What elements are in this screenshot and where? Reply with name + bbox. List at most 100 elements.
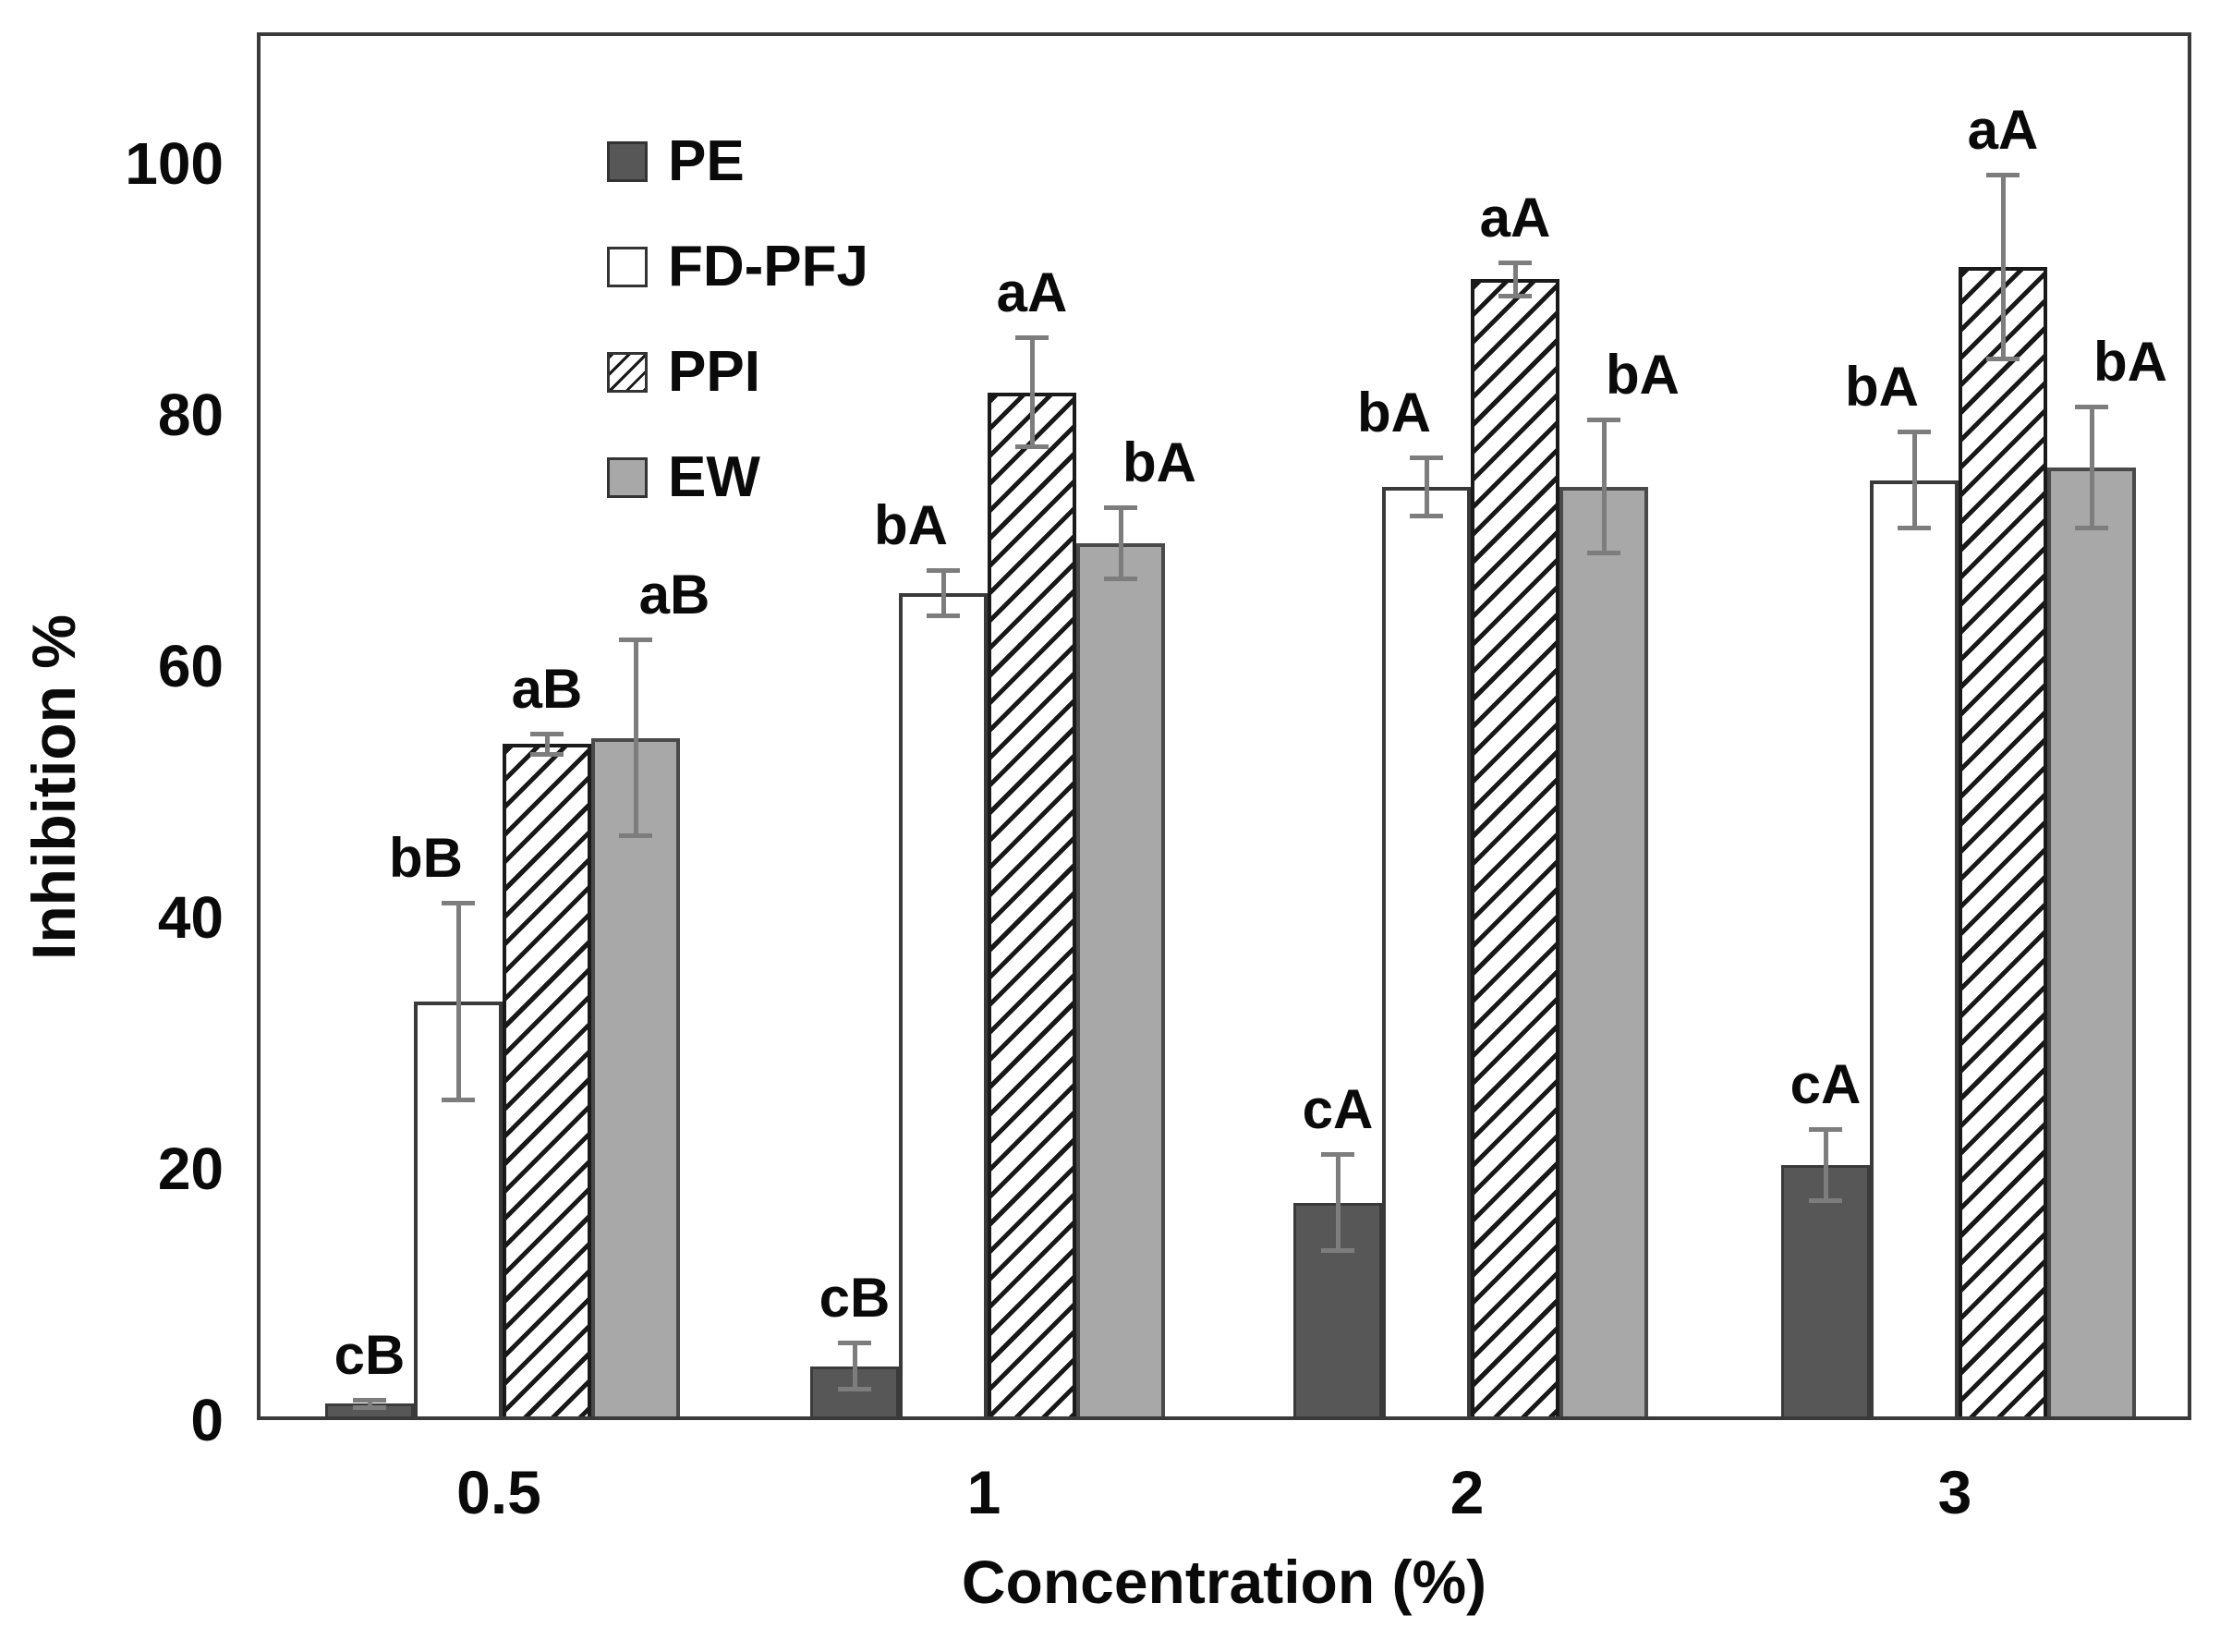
error-cap-top-pe-3	[1809, 1127, 1842, 1133]
error-cap-bottom-ew-0.5	[619, 833, 652, 839]
error-cap-bottom-fd-pfj-2	[1410, 513, 1443, 518]
error-bar-ew-2	[1601, 417, 1607, 556]
legend-label-ew: EW	[668, 445, 760, 509]
error-bar-ew-1	[1118, 505, 1123, 581]
bar-ppi-2	[1471, 279, 1559, 1416]
error-cap-bottom-pe-1	[838, 1386, 871, 1391]
error-cap-bottom-fd-pfj-1	[927, 613, 960, 619]
bar-fd-pfj-2	[1382, 486, 1471, 1416]
sig-label-ppi-3: aA	[1967, 98, 2039, 161]
sig-label-ppi-1: aA	[996, 261, 1068, 324]
error-cap-bottom-ew-3	[2075, 526, 2108, 531]
error-cap-bottom-pe-2	[1321, 1248, 1354, 1254]
y-tick-label-60: 60	[157, 633, 224, 699]
error-cap-bottom-ew-2	[1587, 551, 1620, 556]
error-cap-top-ew-0.5	[619, 637, 652, 642]
error-cap-top-ew-2	[1587, 417, 1620, 422]
error-cap-top-fd-pfj-1	[927, 568, 960, 573]
sig-label-ew-0.5: aB	[638, 563, 710, 626]
y-tick-label-20: 20	[157, 1136, 224, 1202]
error-bar-fd-pfj-2	[1424, 455, 1429, 518]
error-bar-pe-0.5	[367, 1397, 372, 1411]
legend-label-ppi: PPI	[668, 340, 760, 404]
legend: PE FD-PFJ PPI EW	[607, 133, 868, 561]
error-cap-top-pe-1	[838, 1341, 871, 1346]
x-tick-label-1: 1	[966, 1458, 1001, 1526]
error-cap-bottom-ppi-0.5	[530, 752, 564, 757]
sig-label-pe-0.5: cB	[334, 1323, 406, 1386]
sig-label-fd-pfj-0.5: bB	[389, 827, 463, 890]
legend-label-fd-pfj: FD-PFJ	[668, 235, 868, 298]
sig-label-fd-pfj-1: bA	[874, 494, 948, 556]
error-cap-bottom-ppi-2	[1498, 293, 1532, 298]
error-bar-ew-0.5	[633, 637, 638, 839]
sig-label-pe-1: cB	[819, 1267, 891, 1330]
error-cap-top-fd-pfj-2	[1410, 455, 1443, 460]
y-tick-label-40: 40	[157, 884, 224, 951]
sig-label-ppi-0.5: aB	[511, 657, 583, 720]
legend-item-fd-pfj: FD-PFJ	[607, 238, 868, 296]
sig-label-ew-2: bA	[1606, 343, 1680, 406]
bar-fd-pfj-3	[1870, 480, 1959, 1416]
bar-fd-pfj-1	[899, 593, 988, 1416]
sig-label-pe-3: cA	[1789, 1053, 1862, 1116]
x-axis-title: Concentration (%)	[961, 1548, 1487, 1616]
error-cap-top-fd-pfj-0.5	[442, 901, 475, 906]
sig-label-ppi-2: aA	[1479, 186, 1551, 249]
error-cap-top-ppi-1	[1015, 335, 1049, 341]
error-bar-pe-1	[852, 1341, 857, 1391]
error-bar-ew-3	[2089, 405, 2094, 531]
sig-label-fd-pfj-3: bA	[1845, 356, 1919, 419]
ew-swatch-icon	[607, 457, 648, 498]
sig-label-pe-2: cA	[1302, 1078, 1374, 1141]
sig-label-ew-3: bA	[2093, 331, 2167, 394]
error-bar-fd-pfj-1	[940, 568, 946, 619]
error-cap-top-ew-3	[2075, 405, 2108, 410]
error-cap-top-pe-2	[1321, 1152, 1354, 1158]
x-tick-label-3: 3	[1937, 1458, 1972, 1526]
bar-ew-2	[1559, 486, 1648, 1416]
error-bar-ppi-0.5	[544, 731, 550, 757]
error-cap-bottom-fd-pfj-0.5	[442, 1098, 475, 1102]
fd-pfj-swatch-icon	[607, 247, 648, 287]
bar-pe-3	[1781, 1165, 1870, 1416]
sig-label-ew-1: bA	[1122, 431, 1196, 493]
bar-ew-1	[1076, 542, 1165, 1416]
error-bar-fd-pfj-0.5	[455, 901, 461, 1102]
bar-ew-3	[2047, 468, 2136, 1416]
error-bar-pe-2	[1335, 1152, 1340, 1254]
error-bar-fd-pfj-3	[1911, 430, 1917, 531]
plot-area: cB cB cA cA bB bA bA bA aB aA aA aA aB bA bA bA	[261, 36, 2188, 1416]
error-bar-pe-3	[1823, 1127, 1828, 1203]
bar-ppi-0.5	[503, 744, 591, 1416]
error-cap-bottom-fd-pfj-3	[1898, 526, 1931, 531]
error-cap-bottom-pe-3	[1809, 1197, 1842, 1203]
error-cap-bottom-ppi-1	[1015, 443, 1049, 449]
y-tick-label-100: 100	[125, 130, 224, 197]
error-cap-bottom-ppi-3	[1986, 356, 2020, 361]
x-tick-label-0.5: 0.5	[456, 1458, 541, 1526]
pe-swatch-icon	[607, 141, 648, 182]
error-cap-top-ppi-0.5	[530, 731, 564, 736]
bar-ppi-3	[1959, 266, 2047, 1416]
error-bar-ppi-1	[1029, 335, 1035, 449]
bar-ew-0.5	[591, 737, 680, 1416]
sig-label-fd-pfj-2: bA	[1357, 381, 1431, 443]
error-cap-bottom-ew-1	[1104, 576, 1137, 581]
y-tick-label-0: 0	[190, 1387, 224, 1453]
legend-item-ew: EW	[607, 449, 868, 506]
legend-item-ppi: PPI	[607, 344, 868, 401]
error-cap-top-pe-0.5	[353, 1397, 386, 1403]
error-cap-top-ppi-2	[1498, 260, 1532, 265]
error-cap-top-ew-1	[1104, 505, 1137, 510]
error-bar-ppi-2	[1512, 260, 1518, 298]
plot-frame: cB cB cA cA bB bA bA bA aB aA aA aA aB bA bA bA PE FD-P…	[257, 32, 2191, 1420]
x-tick-label-2: 2	[1450, 1458, 1485, 1526]
legend-label-pe: PE	[668, 129, 745, 193]
error-cap-bottom-pe-0.5	[353, 1405, 386, 1411]
error-cap-top-ppi-3	[1986, 172, 2020, 177]
legend-item-pe: PE	[607, 133, 868, 190]
bar-ppi-1	[988, 392, 1076, 1416]
y-tick-label-80: 80	[157, 382, 224, 448]
